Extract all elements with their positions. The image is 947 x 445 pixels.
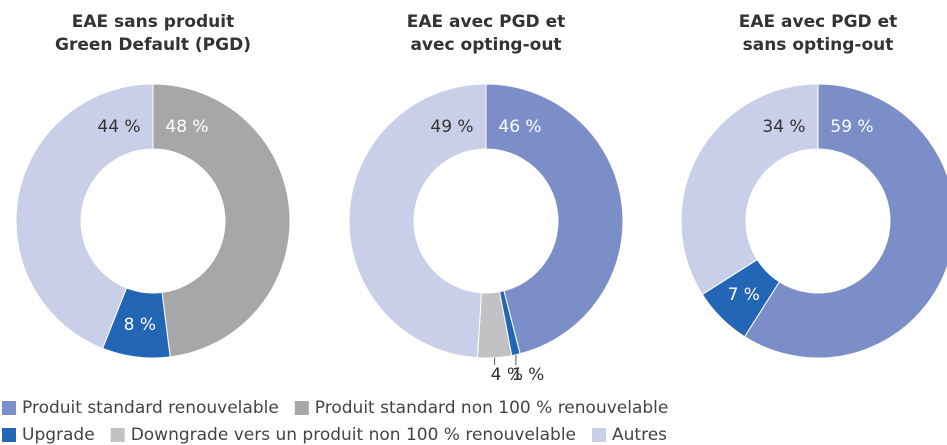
data-label: 44 % [97, 117, 140, 137]
data-label: 7 % [728, 285, 760, 305]
legend-label: Produit standard renouvelable [22, 398, 279, 418]
data-label: 8 % [124, 315, 156, 335]
data-label: 59 % [830, 117, 873, 137]
donut-slice [15, 83, 154, 350]
chart-title: avec opting-out [410, 35, 561, 55]
legend-swatch [2, 401, 16, 415]
legend-swatch [2, 428, 16, 442]
legend-label: Upgrade [22, 425, 95, 445]
donut-slice [485, 83, 624, 355]
legend-swatch [592, 428, 607, 442]
legend-label: Downgrade vers un produit non 100 % reno… [131, 425, 576, 445]
data-label: 48 % [165, 117, 208, 137]
donut-slice [152, 83, 291, 358]
legend-label: Produit standard non 100 % renouvelable [315, 398, 669, 418]
data-label: 46 % [498, 117, 541, 137]
chart-title: EAE avec PGD et [407, 12, 565, 32]
data-label: 1 % [512, 365, 544, 385]
legend-label: Autres [612, 425, 667, 445]
chart-title: EAE avec PGD et [739, 12, 897, 32]
donut-slice [680, 83, 819, 296]
chart-title: Green Default (PGD) [55, 35, 251, 55]
chart-title: sans opting-out [743, 35, 894, 55]
chart-title: EAE sans produit [72, 12, 235, 32]
data-label: 34 % [762, 117, 805, 137]
data-label: 49 % [430, 117, 473, 137]
data-label: 4 % [491, 365, 523, 385]
legend-swatch [294, 401, 309, 415]
legend-swatch [110, 428, 125, 442]
donut-slice [348, 83, 487, 359]
donut-slice [743, 83, 947, 359]
